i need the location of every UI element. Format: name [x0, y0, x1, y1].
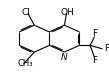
- Text: N: N: [61, 53, 68, 62]
- Text: CH₃: CH₃: [18, 59, 33, 68]
- Text: F: F: [92, 29, 97, 38]
- Text: F: F: [92, 56, 97, 65]
- Text: Cl: Cl: [21, 8, 30, 17]
- Text: OH: OH: [61, 8, 74, 17]
- Text: F: F: [104, 44, 109, 53]
